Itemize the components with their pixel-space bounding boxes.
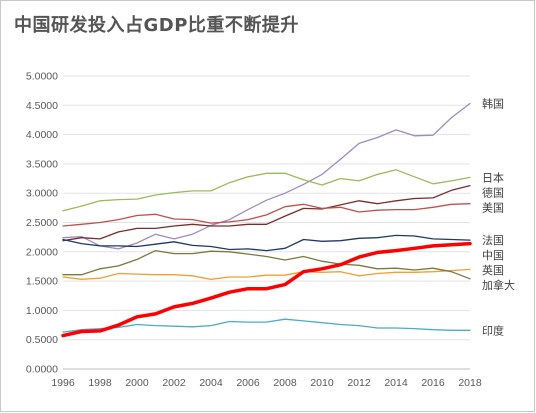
- x-tick-label: 2018: [458, 377, 482, 389]
- y-tick-label: 2.5000: [26, 217, 58, 229]
- x-tick-label: 2016: [421, 377, 445, 389]
- series-label: 英国: [482, 263, 504, 277]
- chart-title: 中国研发投入占GDP比重不断提升: [14, 15, 299, 36]
- series-line-英国: [62, 268, 471, 280]
- y-tick-label: 5.0000: [26, 71, 58, 83]
- y-tick-label: 0.0000: [26, 364, 58, 376]
- series-line-加拿大: [62, 249, 471, 280]
- series-line-德国: [62, 184, 471, 242]
- y-tick-label: 3.5000: [26, 158, 58, 170]
- x-tick-label: 2004: [199, 377, 223, 389]
- series-label: 印度: [482, 323, 504, 337]
- y-tick-label: 1.5000: [26, 276, 58, 288]
- series-label: 法国: [482, 233, 504, 247]
- series-label: 美国: [482, 201, 504, 214]
- y-tick-label: 3.0000: [26, 188, 58, 200]
- series-label: 德国: [482, 185, 504, 199]
- x-tick-label: 2008: [273, 377, 297, 389]
- y-tick-label: 0.5000: [26, 334, 58, 346]
- y-tick-label: 1.0000: [26, 305, 58, 317]
- series-line-中国: [61, 241, 472, 338]
- x-tick-label: 2014: [384, 377, 408, 389]
- y-tick-label: 4.0000: [26, 129, 58, 141]
- x-tick-label: 2012: [347, 377, 371, 389]
- x-tick-label: 2006: [236, 377, 260, 389]
- series-label: 韩国: [482, 97, 504, 111]
- x-tick-label: 1998: [88, 377, 112, 389]
- y-tick-label: 2.0000: [26, 246, 58, 258]
- x-tick-label: 2002: [162, 377, 186, 389]
- series-line-法国: [62, 234, 471, 252]
- y-tick-label: 4.5000: [26, 100, 58, 112]
- x-tick-label: 2000: [125, 377, 149, 389]
- series-label: 日本: [482, 170, 504, 184]
- series-label: 中国: [482, 249, 504, 262]
- series-line-美国: [62, 203, 471, 227]
- series-line-韩国: [62, 102, 471, 250]
- x-tick-label: 2010: [310, 377, 334, 389]
- series-line-日本: [62, 169, 471, 212]
- x-tick-label: 1996: [51, 377, 75, 389]
- series-label: 加拿大: [482, 278, 515, 292]
- series-line-印度: [62, 318, 471, 333]
